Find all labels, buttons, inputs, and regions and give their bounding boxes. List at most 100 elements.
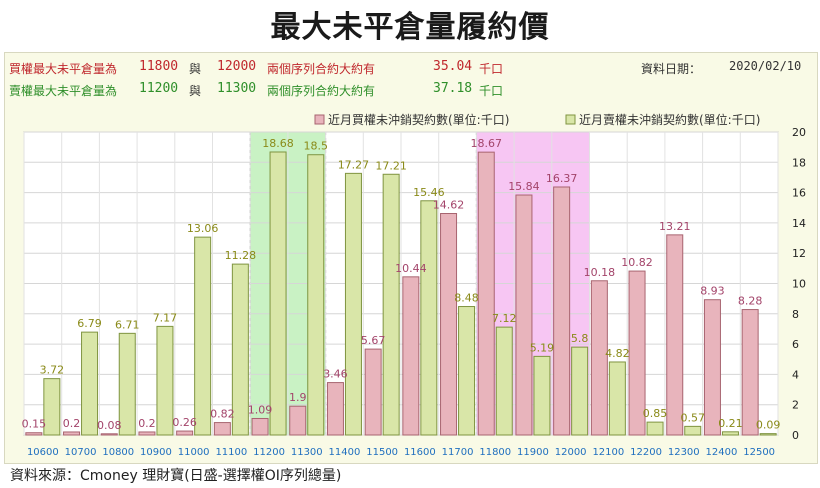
- y-tick-label: 0: [792, 429, 799, 442]
- bar-put-11600: [420, 200, 438, 436]
- label-call-11700: 14.62: [433, 199, 465, 212]
- put-amount: 37.18: [433, 81, 473, 96]
- bar-call-12400: [703, 299, 721, 436]
- y-tick-label: 2: [792, 399, 799, 412]
- call-strike-2: 12000: [217, 59, 257, 74]
- label-put-11200: 18.68: [262, 137, 294, 150]
- label-put-12400: 0.21: [718, 417, 743, 430]
- x-tick-label-12000: 12000: [555, 447, 587, 458]
- label-put-11100: 11.28: [225, 249, 257, 262]
- label-put-10800: 6.71: [115, 318, 140, 331]
- label-call-12400: 8.93: [700, 285, 725, 298]
- y-tick-label: 4: [792, 368, 799, 381]
- x-tick-label-11600: 11600: [404, 447, 436, 458]
- x-tick-label-11900: 11900: [517, 447, 549, 458]
- x-tick-label-11200: 11200: [253, 447, 285, 458]
- y-tick-label: 10: [792, 278, 806, 291]
- label-put-11700: 8.48: [454, 292, 479, 305]
- label-put-11400: 17.27: [338, 158, 370, 171]
- label-put-12000: 5.8: [571, 332, 589, 345]
- x-tick-label-10800: 10800: [102, 447, 134, 458]
- put-unit: 千口: [479, 84, 504, 98]
- page-title: 最大未平倉量履約價: [270, 10, 550, 45]
- label-put-10700: 6.79: [77, 317, 102, 330]
- bar-call-12100: [590, 280, 608, 436]
- x-tick-label-12300: 12300: [668, 447, 700, 458]
- label-call-11400: 3.46: [323, 368, 348, 381]
- call-amount: 35.04: [433, 59, 473, 74]
- y-tick-label: 12: [792, 247, 806, 260]
- x-tick-label-12400: 12400: [706, 447, 738, 458]
- bar-call-10600: [25, 432, 43, 436]
- label-call-10600: 0.15: [22, 418, 47, 431]
- put-max-label: 賣權最大未平倉量為: [9, 84, 118, 98]
- x-tick-label-12500: 12500: [743, 447, 775, 458]
- label-put-11600: 15.46: [413, 186, 445, 199]
- bar-call-11700: [440, 213, 458, 436]
- x-tick-label-11700: 11700: [442, 447, 474, 458]
- bar-put-12500: [759, 433, 777, 436]
- bar-call-11500: [364, 348, 382, 436]
- bar-put-12200: [646, 421, 664, 436]
- y-tick-label: 20: [792, 126, 806, 139]
- bar-put-11800: [495, 326, 513, 436]
- bar-call-12500: [741, 309, 759, 436]
- bar-call-11600: [402, 276, 420, 436]
- call-connector: 與: [189, 62, 202, 76]
- label-call-11800: 18.67: [471, 137, 503, 150]
- label-put-11800: 7.12: [492, 312, 517, 325]
- x-tick-label-11400: 11400: [329, 447, 361, 458]
- y-tick-label: 16: [792, 187, 806, 200]
- bar-call-11100: [213, 422, 231, 436]
- label-put-11000: 13.06: [187, 222, 219, 235]
- bar-call-10900: [138, 431, 156, 436]
- bar-put-12100: [608, 361, 626, 436]
- call-mid-text: 兩個序列合約大約有: [267, 62, 376, 76]
- bar-call-11300: [289, 405, 307, 436]
- bar-put-11100: [231, 263, 249, 436]
- label-put-12200: 0.85: [643, 407, 668, 420]
- x-tick-label-11500: 11500: [366, 447, 398, 458]
- bar-put-10700: [81, 331, 99, 436]
- x-tick-label-11800: 11800: [479, 447, 511, 458]
- bar-call-12200: [628, 270, 646, 436]
- call-max-label: 買權最大未平倉量為: [9, 62, 118, 76]
- put-connector: 與: [189, 84, 202, 98]
- bar-put-11200: [269, 151, 287, 436]
- bar-call-11400: [326, 382, 344, 436]
- label-put-11500: 17.21: [375, 159, 407, 172]
- label-call-11900: 15.84: [508, 180, 540, 193]
- date-label: 資料日期：: [641, 62, 702, 76]
- x-tick-label-12100: 12100: [592, 447, 624, 458]
- label-call-11000: 0.26: [172, 416, 197, 429]
- label-put-12500: 0.09: [756, 419, 781, 432]
- label-call-11600: 10.44: [395, 262, 427, 275]
- label-call-12500: 8.28: [738, 295, 763, 308]
- bar-put-11500: [382, 173, 400, 436]
- label-call-11100: 0.82: [210, 408, 235, 421]
- label-call-10800: 0.08: [97, 419, 122, 432]
- label-call-10700: 0.2: [63, 417, 81, 430]
- bar-put-10800: [118, 332, 136, 436]
- bar-put-12000: [571, 346, 589, 436]
- bar-put-11400: [344, 172, 362, 436]
- bar-put-12300: [684, 425, 702, 436]
- x-tick-label-12200: 12200: [630, 447, 662, 458]
- legend-put-label: 近月賣權未沖銷契約數(單位:千口): [579, 112, 760, 127]
- label-call-12000: 16.37: [546, 172, 578, 185]
- bar-put-11300: [307, 154, 325, 436]
- label-put-11300: 18.5: [304, 140, 329, 153]
- bar-put-10600: [43, 378, 61, 436]
- label-put-11900: 5.19: [530, 341, 555, 354]
- y-tick-label: 6: [792, 338, 799, 351]
- label-call-12200: 10.82: [621, 256, 653, 269]
- legend-call-swatch: [314, 114, 325, 125]
- x-tick-label-11100: 11100: [215, 447, 247, 458]
- chart-panel: 買權最大未平倉量為 11800 與 12000 兩個序列合約大約有 35.04 …: [4, 52, 818, 464]
- bar-call-11900: [515, 194, 533, 436]
- bar-put-11000: [194, 236, 212, 436]
- bar-chart: 0.15 3.72 0.2 6.79 0.08 6.71 0.2 7.17 0.26 13.06 0…: [22, 112, 806, 458]
- x-tick-label-10600: 10600: [27, 447, 59, 458]
- call-unit: 千口: [479, 62, 504, 76]
- source-note: 資料來源：Cmoney 理財寶(日盛-選擇權OI序列總量): [10, 468, 342, 484]
